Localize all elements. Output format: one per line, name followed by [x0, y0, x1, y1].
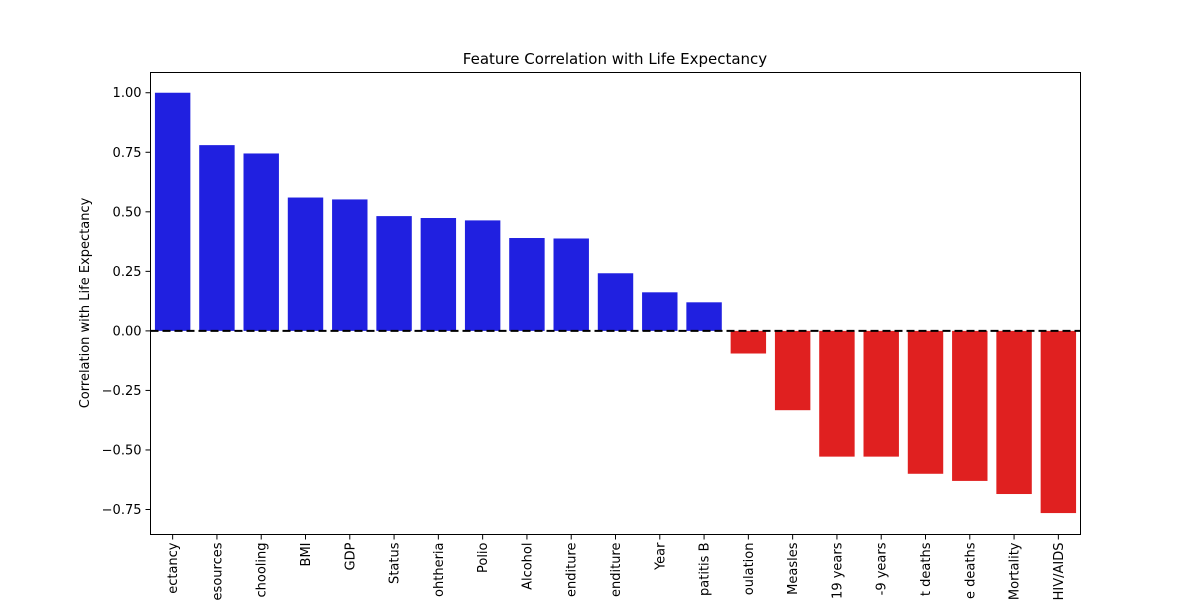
x-tick-label: Mortality [1008, 542, 1023, 600]
x-axis: ectancy esources chooling BMI GDP Status ohthe… [166, 534, 1067, 601]
bar [420, 218, 457, 331]
x-tick-label: GDP [343, 542, 358, 570]
x-tick-label: e deaths [963, 542, 978, 599]
bar [376, 216, 412, 331]
bar [464, 220, 501, 331]
chart-title: Feature Correlation with Life Expectancy [463, 50, 768, 68]
bar [287, 197, 324, 331]
bar [730, 330, 767, 354]
bar [863, 330, 899, 457]
y-tick-label: 0.75 [113, 146, 142, 161]
x-tick-label: ectancy [166, 542, 181, 594]
y-axis: −0.75 −0.50 −0.25 0.00 0.25 0.50 0.75 1.00 [102, 86, 151, 518]
bar [996, 330, 1032, 495]
y-tick-label: 0.25 [113, 265, 142, 280]
x-tick-label: Alcohol [520, 543, 535, 590]
x-tick-label: Year [653, 542, 668, 571]
x-tick-label: ohtheria [432, 543, 447, 597]
x-tick-label: Measles [786, 542, 801, 595]
bar [154, 92, 191, 331]
x-tick-label: BMI [299, 543, 314, 567]
bar [509, 238, 545, 331]
x-tick-label: oulation [742, 543, 757, 596]
bar [774, 330, 811, 411]
bar [597, 273, 634, 331]
y-tick-label: −0.25 [102, 384, 142, 399]
plot-area-frame [150, 72, 1081, 535]
x-tick-label: enditure [565, 543, 580, 598]
y-tick-label: −0.50 [102, 443, 142, 458]
y-tick-label: −0.75 [102, 503, 142, 518]
y-tick-label: 1.00 [113, 86, 142, 101]
bar [952, 330, 988, 481]
x-tick-label: 19 years [830, 542, 845, 599]
bar [1040, 330, 1077, 514]
x-tick-label: esources [210, 542, 225, 600]
x-tick-label: chooling [255, 543, 270, 598]
y-axis-label: Correlation with Life Expectancy [78, 197, 93, 408]
bar [332, 199, 368, 331]
x-tick-label: HIV/AIDS [1052, 543, 1067, 601]
bar [686, 302, 722, 331]
x-tick-label: patitis B [698, 543, 713, 596]
bar [553, 238, 589, 331]
bar [642, 292, 678, 331]
x-tick-label: Polio [476, 542, 491, 573]
y-tick-label: 0.50 [113, 205, 142, 220]
x-tick-label: -9 years [875, 542, 890, 595]
x-tick-label: enditure [609, 543, 624, 598]
bar [199, 145, 235, 331]
bar [907, 330, 944, 474]
bar [819, 330, 855, 457]
bar [243, 153, 279, 331]
bars-layer [154, 92, 1077, 514]
x-tick-label: Status [388, 542, 403, 584]
y-tick-label: 0.00 [113, 324, 142, 339]
x-tick-label: t deaths [919, 542, 934, 596]
